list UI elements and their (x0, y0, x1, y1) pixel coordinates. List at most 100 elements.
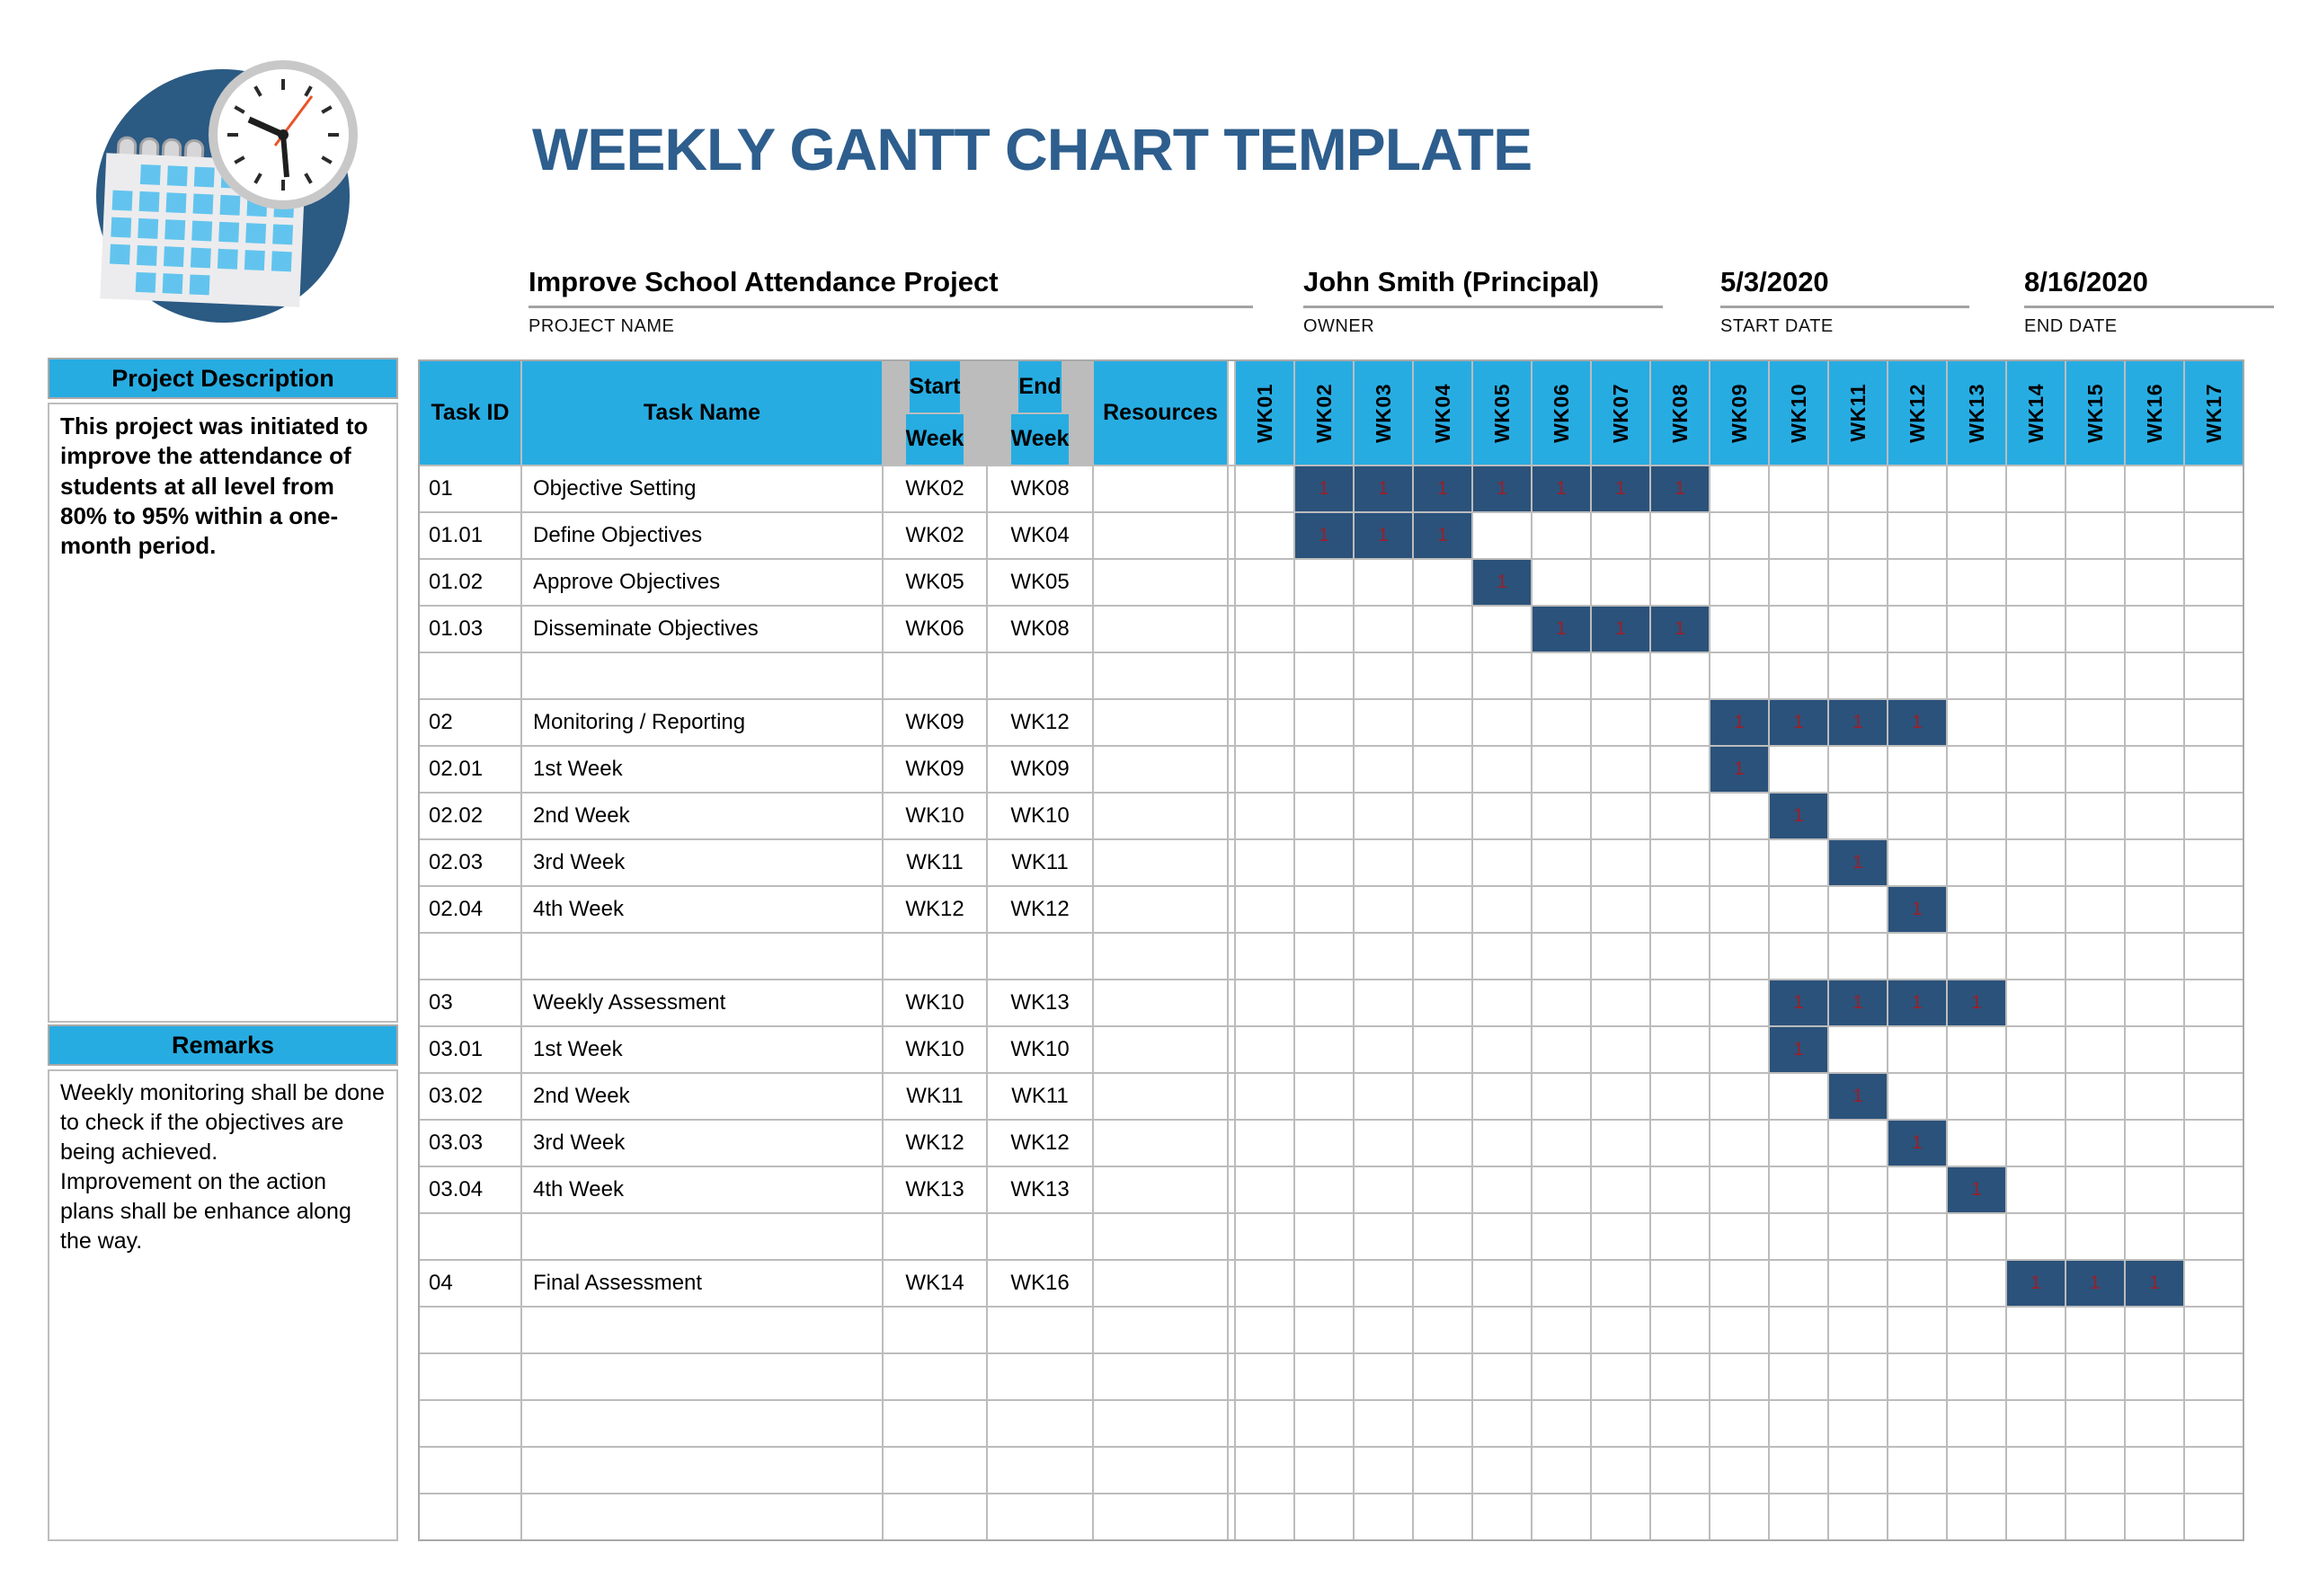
week-cell (1533, 1448, 1590, 1493)
week-cell (1710, 887, 1768, 932)
task-id-cell (420, 1214, 520, 1259)
week-cell (2185, 607, 2243, 652)
week-cell (2185, 1074, 2243, 1119)
week-cell (1236, 1261, 1293, 1306)
week-cell (2066, 653, 2124, 698)
task-name-cell: Define Objectives (522, 513, 882, 558)
week-cell (1948, 560, 2005, 605)
week-cell (2007, 653, 2065, 698)
week-cell (1473, 1308, 1531, 1352)
week-cell (1533, 1121, 1590, 1166)
task-name-cell: 4th Week (522, 887, 882, 932)
week-cell (2066, 1354, 2124, 1399)
end-date-underline (2024, 306, 2274, 308)
week-cell (1414, 934, 1471, 979)
week-cell (1295, 887, 1353, 932)
resources-cell (1094, 607, 1227, 652)
start-week-cell: WK06 (884, 607, 986, 652)
end-week-cell: WK12 (988, 887, 1092, 932)
week-cell (2185, 840, 2243, 885)
week-cell (1651, 560, 1709, 605)
week-cell (1829, 1027, 1887, 1072)
week-cell (1295, 560, 1353, 605)
end-week-cell: WK13 (988, 980, 1092, 1025)
resources-cell (1094, 1214, 1227, 1259)
week-cell (1770, 1401, 1827, 1446)
week-cell (1533, 1308, 1590, 1352)
week-cell (2007, 887, 2065, 932)
week-cell (2007, 794, 2065, 838)
task-id-cell (420, 1494, 520, 1539)
week-cell (1236, 560, 1293, 605)
week-cell (1295, 1448, 1353, 1493)
resources-cell (1094, 1261, 1227, 1306)
week-cell (1948, 607, 2005, 652)
task-id-cell: 03.01 (420, 1027, 520, 1072)
week-label: WK10 (1786, 383, 1810, 443)
separator-cell (1229, 1261, 1234, 1306)
task-name-cell (522, 1494, 882, 1539)
week-cell (1295, 1121, 1353, 1166)
project-name-underline (529, 306, 1253, 308)
week-cell (1355, 1121, 1412, 1166)
col-header-week: WK02 (1295, 361, 1353, 465)
task-id-cell: 01.02 (420, 560, 520, 605)
week-cell (1888, 1167, 1946, 1212)
week-cell (2007, 980, 2065, 1025)
week-cell (1355, 1494, 1412, 1539)
week-cell (1770, 934, 1827, 979)
week-cell (2066, 934, 2124, 979)
week-cell (1651, 700, 1709, 745)
week-cell (1651, 934, 1709, 979)
task-name-cell: 4th Week (522, 1167, 882, 1212)
week-cell (1710, 1214, 1768, 1259)
separator-cell (1229, 653, 1234, 698)
task-name-cell (522, 653, 882, 698)
week-cell (2185, 1448, 2243, 1493)
gantt-bar-cell: 1 (2126, 1261, 2183, 1306)
week-cell (1414, 840, 1471, 885)
week-cell (1888, 1354, 1946, 1399)
separator-cell (1229, 934, 1234, 979)
week-cell (1295, 747, 1353, 792)
week-cell (1295, 840, 1353, 885)
resources-cell (1094, 1494, 1227, 1539)
end-week-cell: WK10 (988, 794, 1092, 838)
week-cell (1473, 700, 1531, 745)
week-cell (1829, 607, 1887, 652)
task-name-cell: Monitoring / Reporting (522, 700, 882, 745)
week-cell (1355, 607, 1412, 652)
gantt-bar-cell: 1 (1770, 980, 1827, 1025)
end-week-cell: WK12 (988, 700, 1092, 745)
week-cell (1948, 747, 2005, 792)
col-header-start-week-line2: Week (905, 413, 964, 465)
owner-label: OWNER (1303, 316, 1375, 336)
week-cell (2007, 607, 2065, 652)
header-separator-cell (1229, 361, 1234, 465)
week-cell (1770, 1354, 1827, 1399)
gantt-bar-cell: 1 (1888, 1121, 1946, 1166)
week-cell (1236, 980, 1293, 1025)
week-cell (1236, 700, 1293, 745)
clock-icon (209, 60, 358, 209)
start-week-cell: WK11 (884, 1074, 986, 1119)
week-cell (1710, 560, 1768, 605)
project-description-body: This project was initiated to improve th… (48, 403, 398, 1023)
week-cell (1948, 653, 2005, 698)
week-cell (1948, 1494, 2005, 1539)
week-cell (2066, 747, 2124, 792)
week-cell (2007, 1027, 2065, 1072)
end-week-cell: WK04 (988, 513, 1092, 558)
task-id-cell (420, 1448, 520, 1493)
week-cell (1473, 887, 1531, 932)
week-cell (1236, 1401, 1293, 1446)
week-cell (1236, 1214, 1293, 1259)
week-cell (1770, 607, 1827, 652)
week-cell (1414, 1354, 1471, 1399)
week-cell (1770, 1448, 1827, 1493)
week-cell (2126, 1401, 2183, 1446)
week-cell (2185, 700, 2243, 745)
gantt-bar-cell: 1 (1355, 513, 1412, 558)
week-cell (1888, 747, 1946, 792)
gantt-bar-cell: 1 (1829, 980, 1887, 1025)
